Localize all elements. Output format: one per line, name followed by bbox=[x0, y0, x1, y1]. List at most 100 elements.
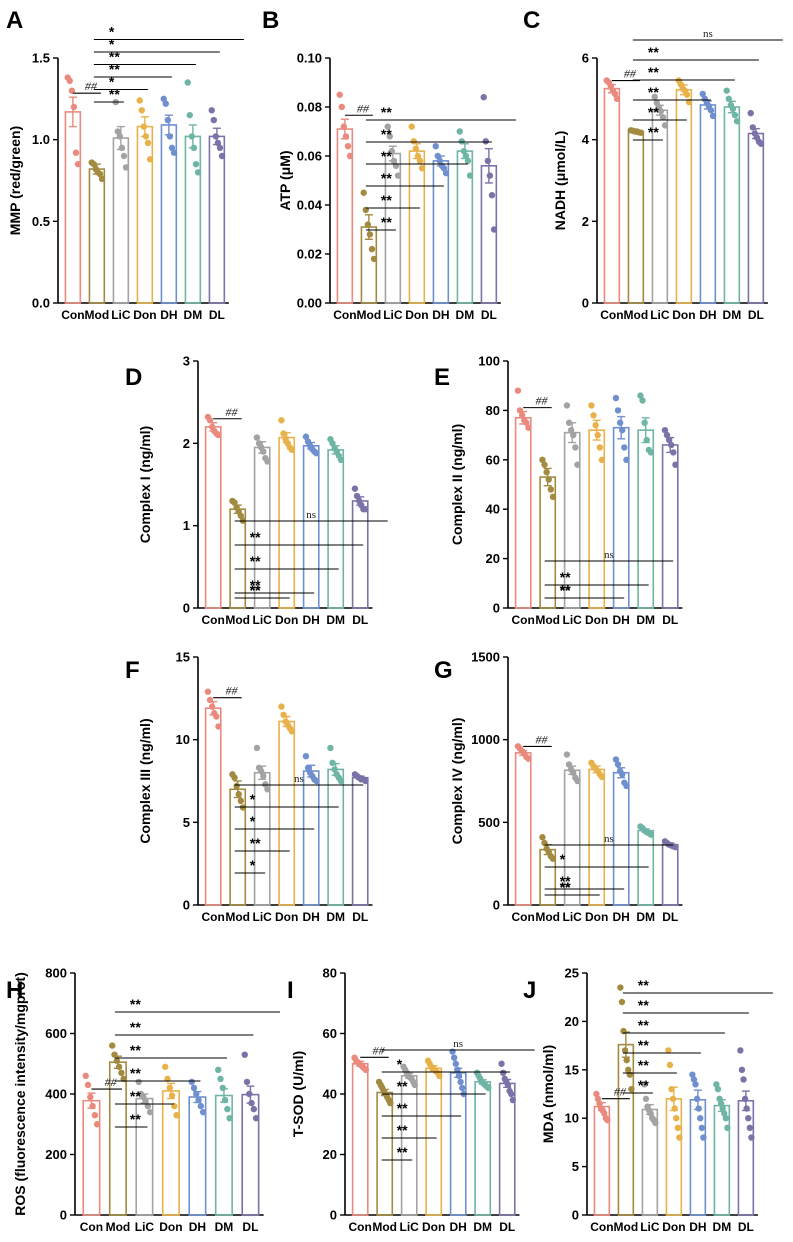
data-point bbox=[456, 128, 463, 135]
data-point bbox=[614, 761, 622, 768]
y-tick-label: 500 bbox=[478, 815, 500, 830]
data-point bbox=[136, 97, 143, 104]
data-point bbox=[484, 157, 492, 165]
significance-mark: ** bbox=[638, 1037, 649, 1053]
x-tick-label: DM bbox=[326, 910, 345, 924]
x-tick-label: Con bbox=[590, 1220, 613, 1234]
significance-mark: ** bbox=[648, 84, 659, 100]
data-point bbox=[518, 412, 526, 419]
data-point bbox=[70, 103, 78, 111]
y-axis-label: Complex II (ng/ml) bbox=[449, 424, 465, 545]
data-point bbox=[166, 133, 174, 140]
data-point bbox=[647, 831, 655, 838]
data-point bbox=[641, 419, 648, 426]
significance-mark: ** bbox=[250, 582, 261, 598]
data-point bbox=[329, 440, 336, 447]
panel-e: E Complex II (ng/ml) 0 20 40 60 80 100 Con Mod LiC… bbox=[434, 354, 683, 627]
data-point bbox=[394, 172, 402, 179]
data-point bbox=[231, 774, 238, 781]
bar-mod bbox=[88, 168, 106, 304]
data-point bbox=[138, 107, 145, 114]
y-tick-label: 1.0 bbox=[32, 132, 50, 147]
data-point bbox=[190, 1084, 198, 1092]
data-point bbox=[466, 172, 474, 179]
x-tick-label: Don bbox=[585, 910, 608, 924]
panel-c: C NADH (μmol/L) 0 2 4 6 Con Mod LiC Don DH DM DL ## **… bbox=[523, 7, 783, 322]
data-point bbox=[221, 1096, 229, 1104]
data-point bbox=[218, 152, 226, 160]
significance-mark: ** bbox=[250, 582, 261, 598]
data-point bbox=[231, 499, 238, 506]
data-point bbox=[217, 1075, 224, 1083]
x-tick-label: Mod bbox=[372, 1220, 397, 1234]
data-point bbox=[626, 1071, 634, 1078]
data-point bbox=[362, 1066, 370, 1074]
data-point bbox=[436, 1072, 443, 1080]
data-point bbox=[162, 100, 169, 107]
data-point bbox=[699, 90, 706, 98]
data-point bbox=[414, 152, 422, 160]
ref-significance-mark: ## bbox=[614, 1085, 627, 1099]
y-tick-label: 0.00 bbox=[297, 296, 322, 311]
data-point bbox=[184, 79, 191, 86]
data-point bbox=[460, 147, 468, 155]
data-point bbox=[565, 761, 573, 768]
data-point bbox=[186, 111, 193, 119]
data-point bbox=[173, 1111, 180, 1119]
panel-letter: B bbox=[262, 7, 279, 34]
bar-dm bbox=[184, 135, 202, 304]
x-tick-label: LiC bbox=[135, 1220, 155, 1234]
data-point bbox=[224, 1105, 231, 1113]
data-point bbox=[237, 512, 245, 519]
significance-mark: ** bbox=[638, 1017, 649, 1033]
bar-dh bbox=[432, 160, 450, 304]
bar-dl bbox=[480, 165, 498, 304]
bar-don bbox=[675, 89, 693, 304]
significance-mark: ** bbox=[109, 86, 120, 102]
panel-letter: D bbox=[125, 364, 142, 391]
y-tick-label: 10 bbox=[176, 732, 190, 747]
data-point bbox=[572, 444, 579, 451]
data-point bbox=[162, 1063, 169, 1070]
data-point bbox=[96, 170, 104, 178]
bar-dm bbox=[327, 449, 345, 609]
bar-con bbox=[64, 111, 82, 304]
data-point bbox=[547, 486, 555, 493]
x-tick-label: DH bbox=[303, 613, 320, 627]
data-point bbox=[362, 506, 369, 513]
data-point bbox=[432, 143, 439, 150]
data-point bbox=[387, 1099, 394, 1107]
data-point bbox=[146, 156, 154, 163]
data-point bbox=[68, 87, 76, 94]
data-point bbox=[164, 116, 172, 124]
data-point bbox=[570, 769, 577, 776]
data-point bbox=[237, 797, 245, 805]
x-tick-label: Con bbox=[600, 308, 623, 322]
bar-dl bbox=[351, 776, 369, 906]
data-point bbox=[668, 441, 675, 449]
significance-mark: ns bbox=[453, 1038, 463, 1050]
data-point bbox=[280, 430, 287, 437]
ref-significance-mark: ## bbox=[535, 394, 548, 408]
panel-i: I T-SOD (U/ml) 0 20 40 60 80 Con Mod LiC Don DH DM DL… bbox=[287, 966, 535, 1234]
data-point bbox=[697, 1115, 704, 1122]
data-point bbox=[746, 1124, 754, 1132]
bar-con bbox=[514, 417, 532, 609]
data-point bbox=[525, 755, 532, 762]
panel-j: J MDA (nmol/ml) 0 5 10 15 20 25 Con Mod LiC Don DH DM… bbox=[523, 966, 773, 1234]
data-point bbox=[166, 1084, 173, 1092]
significance-mark: ** bbox=[130, 1111, 141, 1127]
ref-significance-mark: ## bbox=[624, 67, 637, 81]
data-point bbox=[623, 456, 630, 463]
data-point bbox=[195, 1096, 202, 1104]
data-point bbox=[637, 392, 644, 399]
data-point bbox=[657, 107, 665, 115]
significance-mark: ** bbox=[397, 1100, 408, 1116]
significance-mark: ** bbox=[648, 64, 659, 80]
data-point bbox=[304, 764, 312, 771]
x-tick-label: Don bbox=[405, 308, 428, 322]
data-point bbox=[253, 434, 261, 441]
data-point bbox=[109, 1042, 116, 1049]
x-tick-label: Mod bbox=[225, 613, 250, 627]
data-point bbox=[741, 1095, 749, 1103]
